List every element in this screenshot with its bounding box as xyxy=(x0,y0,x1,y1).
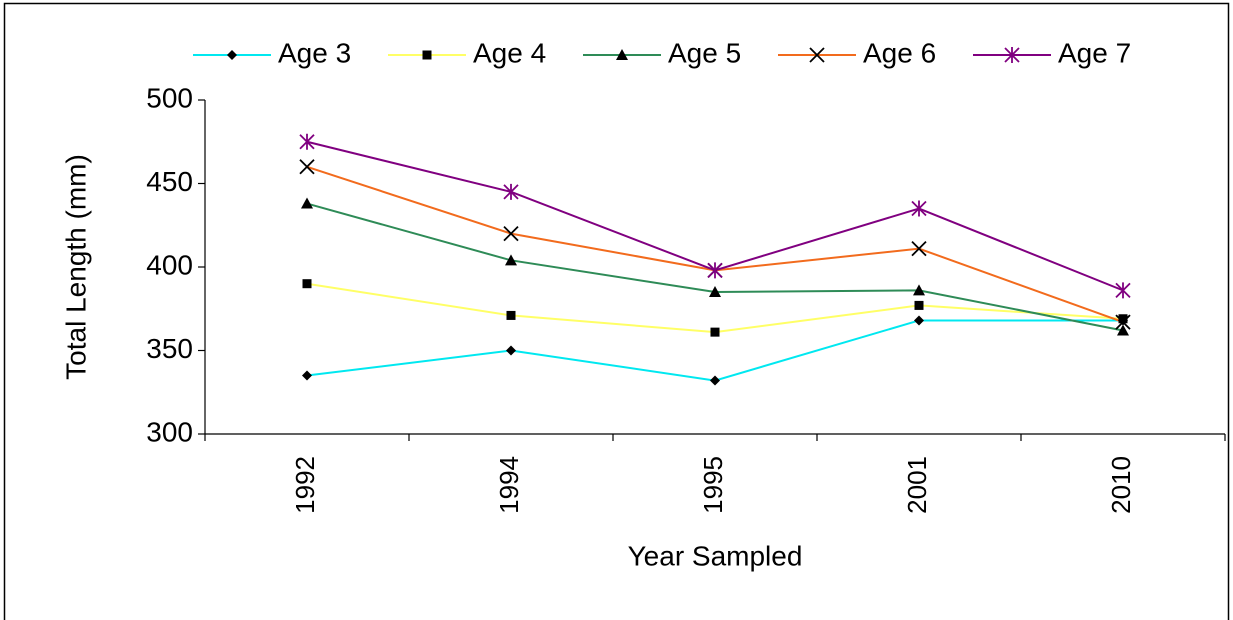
data-point xyxy=(1115,314,1131,330)
data-point xyxy=(302,279,312,289)
data-point xyxy=(503,183,519,200)
data-point xyxy=(299,133,315,150)
data-point xyxy=(914,300,924,310)
legend-label: Age 4 xyxy=(473,37,546,68)
x-tick-label: 2010 xyxy=(1106,456,1136,514)
data-point xyxy=(911,240,927,257)
data-point xyxy=(505,254,517,266)
data-point xyxy=(301,197,313,209)
data-point xyxy=(299,159,315,175)
data-point xyxy=(911,200,927,217)
y-tick-label: 500 xyxy=(146,82,193,113)
data-point xyxy=(1115,282,1131,299)
legend-marker xyxy=(422,50,432,60)
y-tick-label: 350 xyxy=(146,333,193,364)
data-point xyxy=(506,345,516,356)
data-point xyxy=(1118,314,1128,324)
y-tick-label: 450 xyxy=(146,166,193,197)
data-point xyxy=(302,370,312,381)
data-point xyxy=(506,310,516,320)
data-point xyxy=(710,375,720,386)
y-tick-label: 300 xyxy=(146,416,193,447)
data-point xyxy=(1117,324,1129,336)
chart-border xyxy=(3,2,1230,620)
legend-marker xyxy=(227,50,237,60)
data-point xyxy=(503,225,519,242)
y-tick-label: 400 xyxy=(146,249,193,280)
x-tick-label: 2001 xyxy=(902,456,932,514)
x-tick-label: 1995 xyxy=(698,456,728,514)
legend-marker xyxy=(616,49,628,60)
legend-marker xyxy=(1004,47,1020,63)
y-axis-label: Total Length (mm) xyxy=(60,154,91,380)
series-line xyxy=(306,165,1124,324)
legend-label: Age 3 xyxy=(278,37,351,68)
data-point xyxy=(710,327,720,337)
data-point xyxy=(913,284,925,296)
legend-label: Age 7 xyxy=(1058,37,1131,68)
x-tick-label: 1992 xyxy=(290,456,320,514)
x-axis-label: Year Sampled xyxy=(628,540,803,571)
legend-label: Age 5 xyxy=(668,37,741,68)
legend-label: Age 6 xyxy=(863,37,936,68)
data-point xyxy=(914,315,924,326)
data-point xyxy=(707,262,723,279)
legend-marker xyxy=(809,47,825,63)
x-tick-label: 1994 xyxy=(494,456,524,514)
data-point xyxy=(709,286,721,298)
